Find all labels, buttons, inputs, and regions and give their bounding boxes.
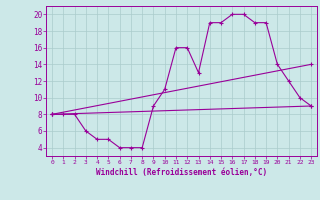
X-axis label: Windchill (Refroidissement éolien,°C): Windchill (Refroidissement éolien,°C) [96,168,267,177]
